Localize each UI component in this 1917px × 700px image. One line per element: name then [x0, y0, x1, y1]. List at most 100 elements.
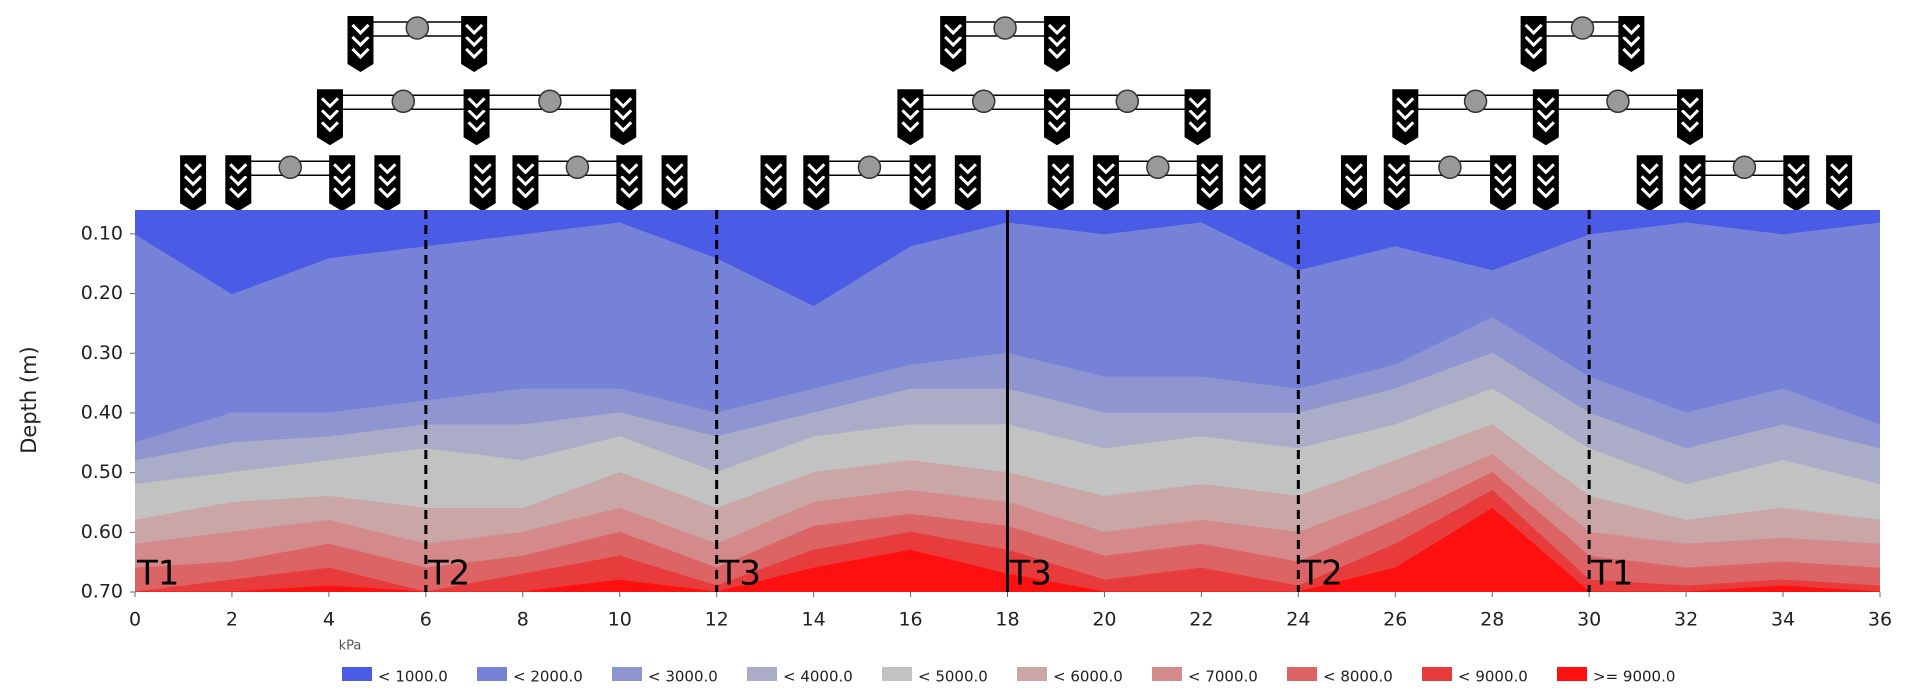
overlay: 0.100.200.300.400.500.600.700 2 4 6 8 10 12 14 1… [81, 210, 1892, 686]
tyre-chevron [333, 163, 352, 175]
legend-swatch [342, 667, 372, 681]
y-tick-label: 0.40 [81, 401, 123, 423]
tyre-chevron [1622, 23, 1641, 36]
y-tick-label: 0.30 [81, 342, 123, 364]
tyre-chevron [620, 187, 639, 199]
tyre-chevron [1200, 163, 1219, 175]
tyre-chevron [958, 175, 977, 187]
tyre-chevron [665, 175, 684, 187]
legend-swatch [1017, 667, 1047, 681]
x-tick-label: 30 [1577, 609, 1601, 631]
x-tick-label: 20 [1092, 609, 1116, 631]
tyre-chevron [467, 97, 486, 109]
legend-swatch [1287, 667, 1317, 681]
tyre-chevron [351, 35, 370, 48]
y-tick-label: 0.10 [81, 222, 123, 244]
tyre-chevron [1188, 121, 1207, 133]
tyre-chevron [516, 163, 535, 175]
legend-label: < 2000.0 [513, 668, 583, 686]
tyre-chevron [944, 23, 963, 36]
tyre-chevron [1524, 35, 1543, 48]
tyre-chevron [1200, 175, 1219, 187]
tyre-chevron [1536, 121, 1555, 133]
tyre-chevron [1200, 187, 1219, 199]
tyre-chevron [1493, 175, 1513, 187]
tyre-chevron [665, 187, 684, 199]
legend-label: < 1000.0 [378, 668, 448, 686]
tyre-chevron [465, 23, 484, 36]
tyre-chevron [1047, 121, 1067, 133]
x-tick-label: 12 [705, 609, 729, 631]
tyre-chevron [614, 109, 633, 121]
tyre-chevron [1640, 163, 1659, 175]
tyre-chevron [1243, 163, 1262, 175]
x-tick-label: 8 [517, 609, 529, 631]
tyre-chevron [229, 175, 248, 187]
x-tick-label: 22 [1189, 609, 1213, 631]
legend-label: < 7000.0 [1188, 668, 1258, 686]
x-tick-label: 6 [420, 609, 432, 631]
legend-swatch [612, 667, 642, 681]
tyre-chevron [1640, 187, 1659, 199]
hub [971, 89, 996, 114]
tyre-chevron [1396, 121, 1415, 133]
tyre-chevron [1787, 163, 1806, 175]
tyre-chevron [1640, 175, 1659, 187]
x-tick-label: 36 [1868, 609, 1892, 631]
legend-swatch [747, 667, 777, 681]
tyre-chevron [901, 109, 920, 121]
tyre-chevron [320, 109, 340, 121]
zone-label: T2 [1299, 554, 1342, 594]
tyre-chevron [1524, 47, 1543, 60]
x-tick-label: 32 [1674, 609, 1698, 631]
tyre-chevron [1787, 175, 1806, 187]
tyre-chevron [320, 121, 340, 133]
hub [1146, 155, 1170, 180]
tyre-chevron [1830, 187, 1849, 199]
hub [1570, 16, 1595, 40]
tyre-chevron [620, 163, 639, 175]
tyre-chevron [467, 121, 486, 133]
tyre-chevron [1051, 187, 1070, 199]
x-tick-label: 18 [995, 609, 1019, 631]
tyre-chevron [913, 175, 932, 187]
tyre-chevron [1344, 163, 1364, 175]
tyre-chevron [764, 175, 783, 187]
contour-band [135, 507, 1880, 592]
tyre-chevron [1536, 175, 1555, 187]
tyre-chevron [1622, 47, 1641, 60]
tyre-chevron [1680, 121, 1700, 133]
tyre-chevron [465, 47, 484, 60]
tyre-chevron [351, 23, 370, 36]
tyre-chevron [333, 175, 352, 187]
zone-label: T3 [1009, 554, 1052, 594]
tyre-chevron [665, 163, 684, 175]
tyre-chevron [1536, 97, 1555, 109]
x-tick-label: 28 [1480, 609, 1504, 631]
tyre-chevron [901, 97, 920, 109]
tyre-chevron [473, 163, 492, 175]
legend-label: < 6000.0 [1053, 668, 1123, 686]
tyre-chevron [320, 97, 340, 109]
tyre-chevron [378, 187, 397, 199]
tyre-chevron [1680, 97, 1700, 109]
x-tick-label: 14 [802, 609, 826, 631]
legend-label: < 5000.0 [918, 668, 988, 686]
tyre-chevron [620, 175, 639, 187]
tyre-chevron [184, 175, 203, 187]
tyre-chevron [614, 97, 633, 109]
hub [857, 155, 882, 180]
tyre-chevron [1493, 163, 1513, 175]
unit-label: kPa [339, 639, 362, 654]
tyre-chevron [1683, 187, 1702, 199]
tyre-chevron [1387, 163, 1406, 175]
legend-swatch [1557, 667, 1587, 681]
x-tick-label: 16 [898, 609, 922, 631]
tyre-chevron [1387, 175, 1406, 187]
tyre-chevron [465, 35, 484, 48]
x-tick-label: 4 [323, 609, 335, 631]
hub [391, 89, 416, 114]
tyre-chevron [1096, 163, 1115, 175]
hub [1115, 89, 1140, 114]
tyre-chevron [1047, 23, 1067, 36]
